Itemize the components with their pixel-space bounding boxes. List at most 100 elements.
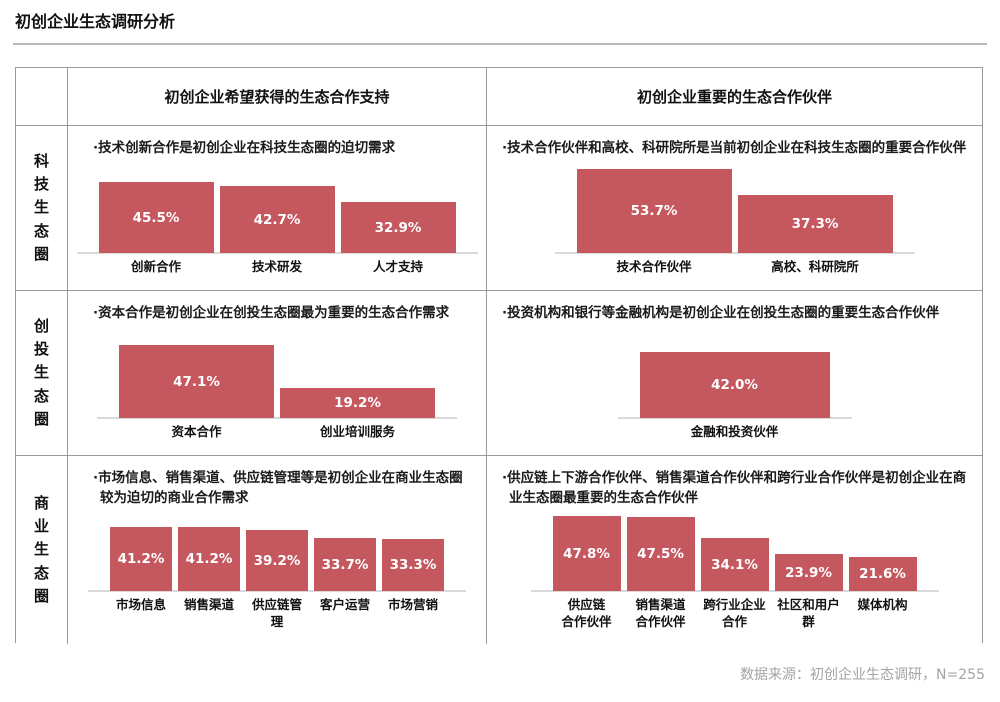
bar-category-label: 创新合作	[130, 259, 181, 274]
bar-category-label: 人才支持	[372, 259, 423, 274]
chart-tech-partners: 53.7% 37.3% 技术合作伙伴 高校、科研院所	[487, 163, 982, 276]
bar-column: 41.2%	[178, 501, 240, 591]
row-label-venture-ecosystem: 创投生态圈	[16, 291, 68, 456]
bar-category-label: 供应链 合作伙伴	[561, 597, 612, 629]
chart-baseline	[617, 417, 852, 419]
bar-value-label: 32.9%	[374, 219, 422, 236]
cell-business-partners: ·供应链上下游合作伙伴、销售渠道合作伙伴和跨行业合作伙伴是初创企业在商业生态圈最…	[487, 456, 982, 644]
data-source-note: 数据来源：初创企业生态调研，N=255	[740, 667, 985, 683]
bar-category-label: 媒体机构	[857, 597, 908, 612]
chart-venture-support: 47.1% 19.2% 资本合作 创业培训服务	[68, 328, 486, 441]
bar: 21.6%	[848, 557, 917, 591]
table-corner-cell	[16, 68, 68, 126]
cell-venture-support: ·资本合作是初创企业在创投生态圈最为重要的生态合作需求 47.1% 19.2% 资本…	[68, 291, 487, 456]
chart-tech-support: 45.5% 42.7% 32.9% 创新合作 技术研发 人才支持	[68, 163, 486, 276]
bar-column: 37.3%	[737, 163, 893, 253]
bar-value-label: 34.1%	[711, 556, 758, 573]
chart-baseline	[554, 252, 915, 254]
bar-value-label: 45.5%	[132, 209, 180, 226]
bars-area: 47.8% 47.5% 34.1% 23.9% 21.6%	[530, 501, 939, 592]
category-labels-row: 资本合作 创业培训服务	[97, 424, 457, 441]
bar-category-label: 客户运营	[319, 597, 370, 612]
bar-category-label: 销售渠道 合作伙伴	[635, 597, 686, 629]
bar: 41.2%	[110, 527, 172, 591]
column-header-partners: 初创企业重要的生态合作伙伴	[487, 68, 982, 126]
bar: 33.7%	[314, 538, 376, 591]
chart-baseline	[88, 590, 466, 592]
row-label-text: 科技生态圈	[33, 151, 49, 263]
bar-value-label: 47.1%	[173, 373, 220, 390]
bar-column: 23.9%	[774, 501, 843, 591]
bar-column: 19.2%	[280, 328, 435, 418]
bar-column: 47.8%	[552, 501, 621, 591]
bar-value-label: 39.2%	[253, 552, 301, 569]
bar-value-label: 19.2%	[334, 395, 381, 411]
bar-column: 41.2%	[110, 501, 172, 591]
chart-business-partners: 47.8% 47.5% 34.1% 23.9% 21.6% 供应链 合作伙伴 销售渠道 合作…	[487, 501, 982, 631]
bar-category-label: 销售渠道	[183, 597, 234, 612]
category-labels-row: 金融和投资伙伴	[618, 424, 852, 441]
bar-category-label: 技术合作伙伴	[616, 259, 692, 274]
bar: 47.1%	[119, 345, 274, 418]
bar: 33.3%	[382, 539, 444, 591]
bar-value-label: 33.3%	[389, 557, 437, 573]
category-labels-row: 技术合作伙伴 高校、科研院所	[555, 259, 915, 276]
category-labels-row: 创新合作 技术研发 人才支持	[77, 259, 478, 276]
bar-value-label: 41.2%	[185, 551, 233, 567]
bar-category-label: 技术研发	[251, 259, 302, 274]
bar-value-label: 42.0%	[711, 377, 758, 393]
chart-baseline	[76, 252, 478, 254]
bar-value-label: 47.5%	[637, 546, 684, 562]
bar-column: 47.5%	[626, 501, 695, 591]
note-tech-partners: ·技术合作伙伴和高校、科研院所是当前初创企业在科技生态圈的重要合作伙伴	[502, 140, 967, 156]
note-venture-partners: ·投资机构和银行等金融机构是初创企业在创投生态圈的重要生态合作伙伴	[502, 305, 940, 321]
bar-column: 45.5%	[98, 163, 214, 253]
bar: 45.5%	[98, 182, 214, 253]
row-label-text: 商业生态圈	[33, 493, 49, 605]
bar-category-label: 高校、科研院所	[771, 259, 859, 274]
cell-venture-partners: ·投资机构和银行等金融机构是初创企业在创投生态圈的重要生态合作伙伴 42.0% 金…	[487, 291, 982, 456]
note-business-partners: ·供应链上下游合作伙伴、销售渠道合作伙伴和跨行业合作伙伴是初创企业在商业生态圈最…	[502, 470, 967, 507]
title-divider	[13, 43, 987, 45]
bar-column: 39.2%	[246, 501, 308, 591]
chart-venture-partners: 42.0% 金融和投资伙伴	[487, 328, 982, 441]
bar-column: 42.7%	[219, 163, 335, 253]
note-business-support: ·市场信息、销售渠道、供应链管理等是初创企业在商业生态圈较为迫切的商业合作需求	[93, 470, 463, 507]
page-title: 初创企业生态调研分析	[15, 12, 176, 31]
bar-category-label: 跨行业企业 合作	[703, 597, 766, 629]
bar-value-label: 33.7%	[321, 556, 369, 573]
bars-area: 45.5% 42.7% 32.9%	[76, 163, 478, 254]
column-header-support: 初创企业希望获得的生态合作支持	[68, 68, 487, 126]
bars-area: 42.0%	[617, 328, 852, 419]
bar-category-label: 创业培训服务	[319, 424, 395, 439]
bar-value-label: 53.7%	[630, 203, 678, 219]
bar-column: 42.0%	[639, 328, 830, 418]
chart-business-support: 41.2% 41.2% 39.2% 33.7% 33.3% 市场信息 销售渠道 供应链管理 客户…	[68, 501, 486, 631]
bar-value-label: 47.8%	[563, 545, 610, 562]
bar: 42.0%	[639, 352, 830, 418]
bars-area: 47.1% 19.2%	[97, 328, 457, 419]
bar-value-label: 23.9%	[785, 564, 832, 581]
bar: 32.9%	[340, 202, 456, 253]
bars-area: 53.7% 37.3%	[554, 163, 915, 254]
chart-baseline	[530, 590, 939, 592]
cell-tech-partners: ·技术合作伙伴和高校、科研院所是当前初创企业在科技生态圈的重要合作伙伴 53.7…	[487, 126, 982, 291]
bar: 23.9%	[774, 554, 843, 591]
bar: 37.3%	[737, 195, 893, 253]
bar-category-label: 市场营销	[387, 597, 438, 612]
cell-business-support: ·市场信息、销售渠道、供应链管理等是初创企业在商业生态圈较为迫切的商业合作需求 …	[68, 456, 487, 644]
category-labels-row: 供应链 合作伙伴 销售渠道 合作伙伴 跨行业企业 合作 社区和用户群 媒体机构	[531, 597, 939, 631]
bar-column: 34.1%	[700, 501, 769, 591]
bar-value-label: 42.7%	[253, 211, 301, 228]
bar-category-label: 资本合作	[171, 424, 222, 439]
bar: 47.8%	[552, 516, 621, 591]
bar: 47.5%	[626, 517, 695, 591]
row-label-tech-ecosystem: 科技生态圈	[16, 126, 68, 291]
bar: 41.2%	[178, 527, 240, 591]
chart-baseline	[97, 417, 457, 419]
note-tech-support: ·技术创新合作是初创企业在科技生态圈的迫切需求	[93, 140, 396, 156]
cell-tech-support: ·技术创新合作是初创企业在科技生态圈的迫切需求 45.5% 42.7% 32.9% 创…	[68, 126, 487, 291]
bar-category-label: 金融和投资伙伴	[690, 424, 779, 439]
bar-column: 32.9%	[340, 163, 456, 253]
bar-column: 21.6%	[848, 501, 917, 591]
